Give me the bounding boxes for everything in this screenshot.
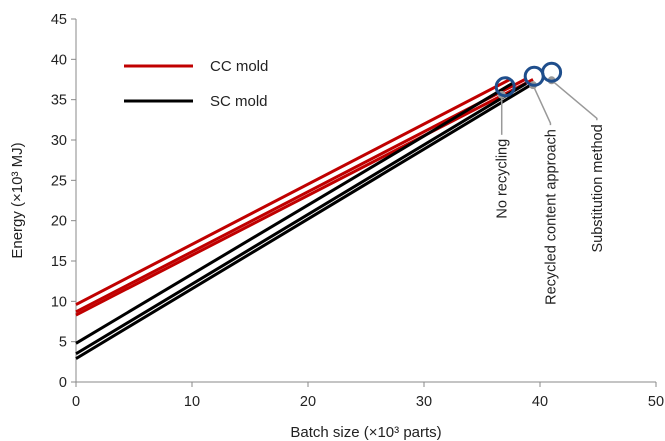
x-tick-label: 10 [184,394,200,410]
cc-mold-line-1 [75,78,511,306]
series-lines [75,78,534,360]
y-tick-label: 20 [51,214,67,230]
annotation-leader-3 [551,79,598,121]
highlight-circle-1 [494,76,516,98]
x-tick-label: 50 [648,394,664,410]
annotation-leader-2 [532,84,552,126]
y-tick-label: 0 [59,375,67,391]
legend-label-cc: CC mold [210,58,268,75]
y-tick-label: 25 [51,173,67,189]
highlight-circle-3 [541,61,563,83]
annotation-label-2: Recycled content approach [543,129,559,305]
tick-labels: 0 5 10 15 20 25 30 35 40 45 0 10 20 30 40 50 [51,12,664,410]
y-tick-label: 40 [51,52,67,68]
y-tick-label: 15 [51,254,67,270]
annotations: No recycling Recycled content approach Sub… [494,61,606,305]
y-tick-label: 45 [51,12,67,28]
x-tick-label: 0 [72,394,80,410]
cc-mold-line-2 [75,78,526,314]
sc-mold-line-5 [75,82,527,356]
axes [71,18,657,387]
cc-mold-line-3 [75,78,534,317]
sc-mold-line-4 [75,82,513,345]
sc-mold-line-6 [75,82,534,360]
x-axis-label: Batch size (×10³ parts) [290,424,441,441]
annotation-label-1: No recycling [495,139,511,219]
y-tick-label: 5 [59,335,67,351]
y-tick-label: 35 [51,93,67,109]
x-tick-label: 30 [416,394,432,410]
y-axis-label: Energy (×10³ MJ) [9,142,26,258]
x-tick-label: 40 [532,394,548,410]
legend: CC mold SC mold [124,58,268,110]
annotation-label-3: Substitution method [590,124,606,252]
x-tick-label: 20 [300,394,316,410]
y-tick-label: 10 [51,294,67,310]
y-tick-label: 30 [51,133,67,149]
legend-label-sc: SC mold [210,93,268,110]
